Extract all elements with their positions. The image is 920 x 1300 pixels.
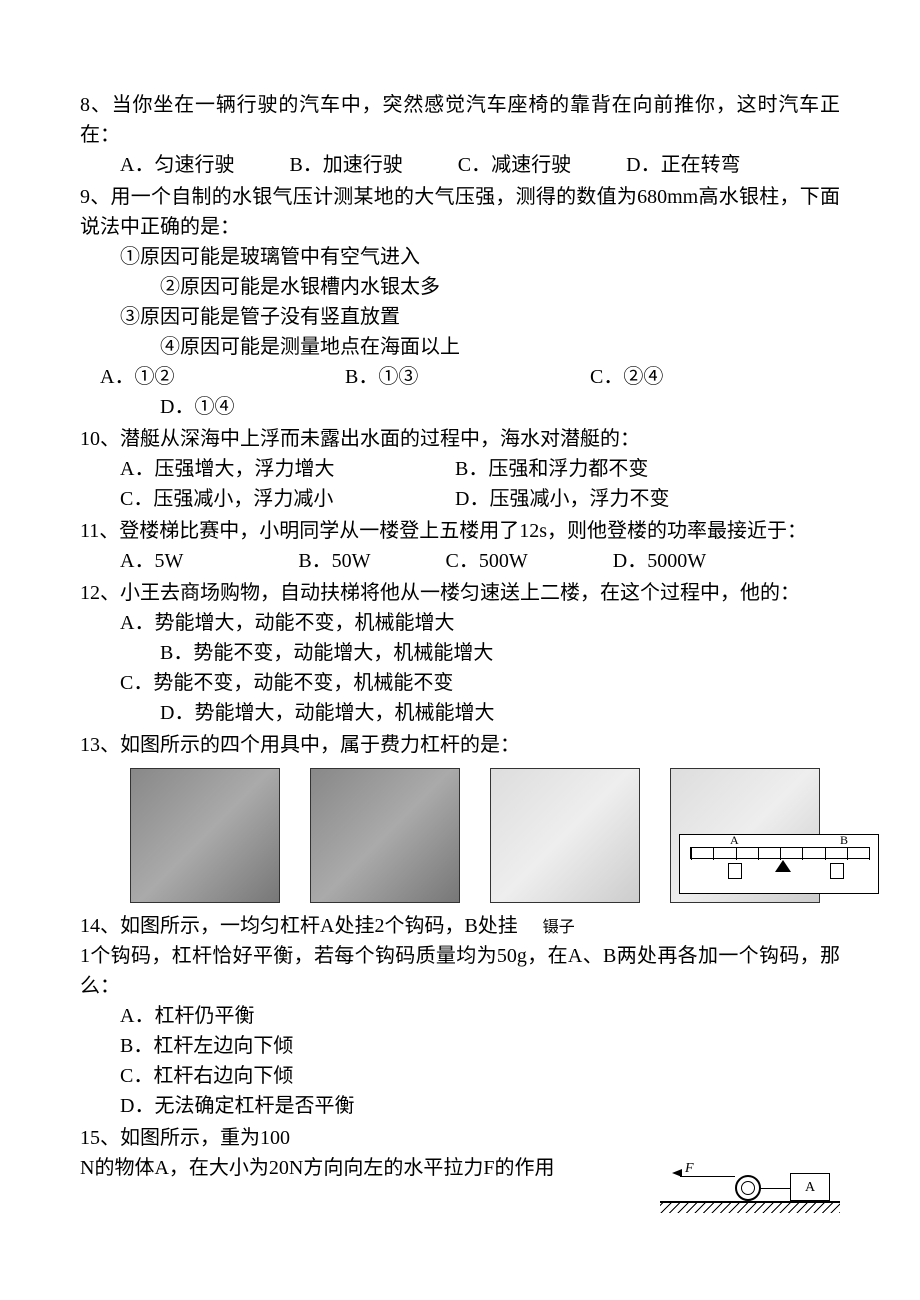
q9-sub1: ①原因可能是玻璃管中有空气进入: [80, 242, 840, 272]
q14-opt-d: D．无法确定杠杆是否平衡: [80, 1091, 840, 1121]
question-12: 12、小王去商场购物，自动扶梯将他从一楼匀速送上二楼，在这个过程中，他的： A．…: [80, 578, 840, 728]
q11-text: 11、登楼梯比赛中，小明同学从一楼登上五楼用了12s，则他登楼的功率最接近于：: [80, 516, 840, 546]
q8-text: 8、当你坐在一辆行驶的汽车中，突然感觉汽车座椅的靠背在向前推你，这时汽车正在：: [80, 90, 840, 150]
pulley-rope-left: [680, 1176, 735, 1177]
q13-images: A B: [80, 768, 840, 903]
q9-opt-a: A．①②: [100, 362, 340, 392]
lever-diagram: A B: [679, 834, 879, 894]
lever-weight-b: [830, 863, 844, 879]
q9-opt-c: C．②④: [590, 362, 770, 392]
q10-opt-c: C．压强减小，浮力减小: [120, 484, 450, 514]
question-13: 13、如图所示的四个用具中，属于费力杠杆的是： A B: [80, 730, 840, 903]
q11-opt-a: A．5W: [120, 546, 183, 576]
q9-opt-d: D．①④: [80, 392, 840, 422]
q8-opt-a: A．匀速行驶: [120, 150, 234, 180]
q9-sub3: ③原因可能是管子没有竖直放置: [80, 302, 840, 332]
q10-opt-d: D．压强减小，浮力不变: [455, 484, 669, 514]
q8-options: A．匀速行驶 B．加速行驶 C．减速行驶 D．正在转弯: [80, 150, 840, 180]
q9-sub4: ④原因可能是测量地点在海面以上: [80, 332, 840, 362]
q10-opt-b: B．压强和浮力都不变: [455, 454, 648, 484]
q11-opt-b: B．50W: [298, 546, 370, 576]
q9-sub2: ②原因可能是水银槽内水银太多: [80, 272, 840, 302]
q11-opt-c: C．500W: [446, 546, 528, 576]
pulley-axle: [741, 1181, 755, 1195]
q14-opt-c: C．杠杆右边向下倾: [80, 1061, 840, 1091]
q14-text2: 1个钩码，杠杆恰好平衡，若每个钩码质量均为50g，在A、B两处再各加一个钩码，那…: [80, 941, 840, 1001]
q12-opt-b: B．势能不变，动能增大，机械能增大: [80, 638, 840, 668]
question-15: 15、如图所示，重为100 F A N的物体A，在大小为20N方向向左的水平拉力…: [80, 1123, 840, 1183]
q10-opt-a: A．压强增大，浮力增大: [120, 454, 450, 484]
lever-pivot: [775, 860, 791, 872]
q11-opt-d: D．5000W: [613, 546, 706, 576]
q8-opt-b: B．加速行驶: [289, 150, 402, 180]
lever-weight-a: [728, 863, 742, 879]
q8-opt-d: D．正在转弯: [626, 150, 740, 180]
pulley-box-a: A: [790, 1173, 830, 1201]
q10-row2: C．压强减小，浮力减小 D．压强减小，浮力不变: [80, 484, 840, 514]
q13-img-1: [130, 768, 280, 903]
q14-opt-a: A．杠杆仍平衡: [80, 1001, 840, 1031]
question-11: 11、登楼梯比赛中，小明同学从一楼登上五楼用了12s，则他登楼的功率最接近于： …: [80, 516, 840, 576]
q10-text: 10、潜艇从深海中上浮而未露出水面的过程中，海水对潜艇的：: [80, 424, 840, 454]
q9-opt-b: B．①③: [345, 362, 585, 392]
question-8: 8、当你坐在一辆行驶的汽车中，突然感觉汽车座椅的靠背在向前推你，这时汽车正在： …: [80, 90, 840, 180]
pulley-diagram: F A: [660, 1153, 840, 1213]
q11-options: A．5W B．50W C．500W D．5000W: [80, 546, 840, 576]
q12-opt-d: D．势能增大，动能增大，机械能增大: [80, 698, 840, 728]
q9-text: 9、用一个自制的水银气压计测某地的大气压强，测得的数值为680mm高水银柱，下面…: [80, 182, 840, 242]
q12-text: 12、小王去商场购物，自动扶梯将他从一楼匀速送上二楼，在这个过程中，他的：: [80, 578, 840, 608]
q10-row1: A．压强增大，浮力增大 B．压强和浮力都不变: [80, 454, 840, 484]
question-9: 9、用一个自制的水银气压计测某地的大气压强，测得的数值为680mm高水银柱，下面…: [80, 182, 840, 422]
q13-text: 13、如图所示的四个用具中，属于费力杠杆的是：: [80, 730, 840, 760]
q14-text1: 14、如图所示，一均匀杠杆A处挂2个钩码，B处挂: [80, 911, 518, 941]
q12-opt-c: C．势能不变，动能不变，机械能不变: [80, 668, 840, 698]
q8-opt-c: C．减速行驶: [458, 150, 571, 180]
q14-opt-b: B．杠杆左边向下倾: [80, 1031, 840, 1061]
lever-label-b: B: [840, 831, 848, 849]
question-10: 10、潜艇从深海中上浮而未露出水面的过程中，海水对潜艇的： A．压强增大，浮力增…: [80, 424, 840, 514]
lever-label-a: A: [730, 831, 739, 849]
q12-opt-a: A．势能增大，动能不变，机械能增大: [80, 608, 840, 638]
q15-text1: 15、如图所示，重为100: [80, 1123, 840, 1153]
q13-img-2: [310, 768, 460, 903]
q13-img-4: A B: [670, 768, 820, 903]
question-14: 14、如图所示，一均匀杠杆A处挂2个钩码，B处挂 镊子 1个钩码，杠杆恰好平衡，…: [80, 911, 840, 1121]
q13-caption-2: 镊子: [543, 919, 575, 936]
pulley-hatch: [660, 1203, 840, 1213]
q9-options-row1: A．①② B．①③ C．②④: [80, 362, 840, 392]
pulley-rope-right: [760, 1188, 790, 1189]
q13-img-3: [490, 768, 640, 903]
